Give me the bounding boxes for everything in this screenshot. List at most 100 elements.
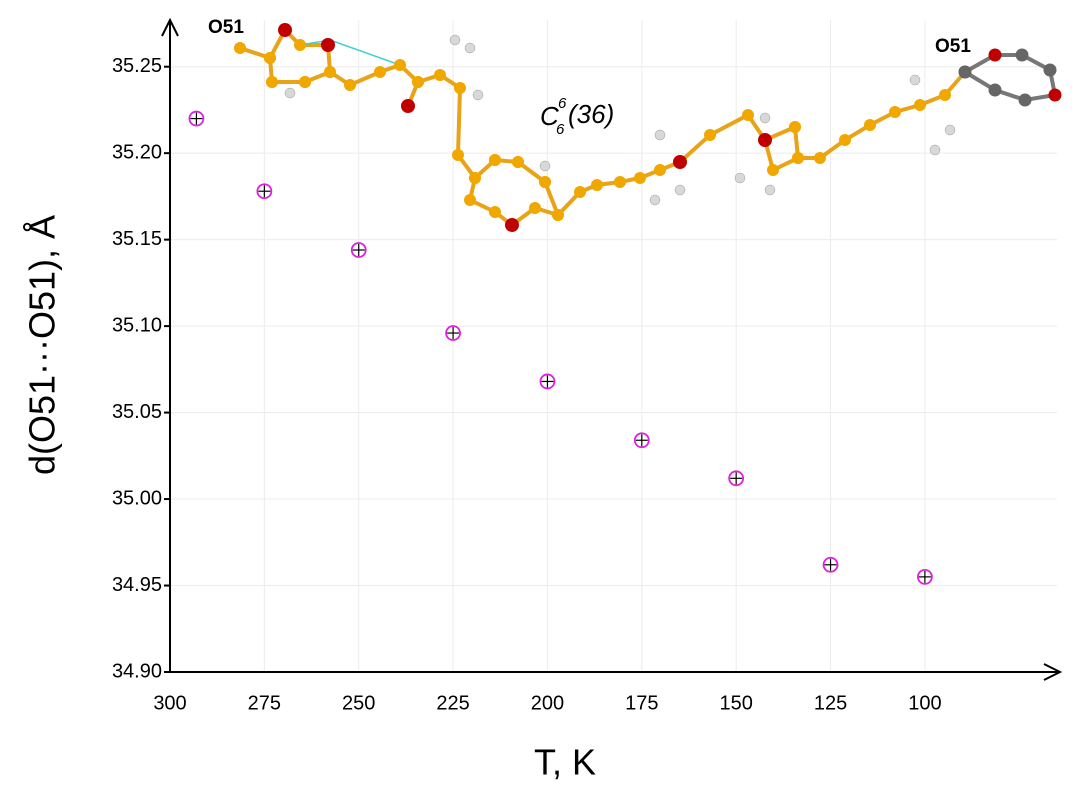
atom	[294, 39, 306, 51]
annotation: O51	[935, 36, 971, 57]
atom	[742, 109, 754, 121]
atom	[1016, 49, 1029, 62]
atom	[266, 76, 278, 88]
atom	[1019, 94, 1032, 107]
y-tick-label: 35.05	[112, 401, 162, 423]
atom	[839, 134, 851, 146]
x-axis-label: T, K	[534, 742, 596, 783]
atom	[945, 125, 955, 135]
y-tick-label: 34.90	[112, 660, 162, 682]
atom	[675, 185, 685, 195]
atom	[1044, 64, 1057, 77]
atom	[889, 106, 901, 118]
atom	[344, 79, 356, 91]
atom	[529, 202, 541, 214]
atom	[591, 179, 603, 191]
point	[824, 558, 838, 572]
annotation: O51	[208, 17, 244, 38]
atom	[264, 52, 276, 64]
atom	[234, 42, 246, 54]
graph-set-superscript: 6	[558, 95, 567, 112]
y-axis	[162, 20, 178, 672]
atom	[465, 43, 475, 53]
y-axis-label: d(O51···O51), Å	[22, 215, 63, 475]
y-tick-label: 35.00	[112, 487, 162, 509]
atom	[469, 172, 481, 184]
atom	[655, 130, 665, 140]
y-tick-label: 35.20	[112, 141, 162, 163]
atom	[634, 172, 646, 184]
point	[635, 433, 649, 447]
x-axis	[170, 664, 1060, 680]
atom	[614, 176, 626, 188]
atom	[450, 35, 460, 45]
atom	[540, 161, 550, 171]
atom	[374, 66, 386, 78]
x-tick-label: 175	[625, 692, 658, 714]
x-tick-label: 200	[531, 692, 564, 714]
atom	[394, 59, 406, 71]
atom	[650, 195, 660, 205]
atom	[814, 152, 826, 164]
y-tick-label: 35.15	[112, 228, 162, 250]
atom	[989, 84, 1002, 97]
point	[729, 471, 743, 485]
atom	[412, 76, 424, 88]
atom	[760, 113, 770, 123]
atom	[452, 149, 464, 161]
atom	[654, 164, 666, 176]
atom	[673, 155, 687, 169]
atom	[278, 23, 292, 37]
atom	[765, 185, 775, 195]
x-tick-label: 225	[436, 692, 469, 714]
x-tick-label: 125	[814, 692, 847, 714]
point	[918, 570, 932, 584]
x-tick-label: 100	[908, 692, 941, 714]
atom	[464, 194, 476, 206]
atom	[989, 49, 1002, 62]
atom	[539, 176, 551, 188]
x-tick-label: 275	[248, 692, 281, 714]
y-tick-label: 34.95	[112, 574, 162, 596]
atom	[574, 186, 586, 198]
atom	[454, 82, 466, 94]
atom	[434, 69, 446, 81]
atom	[864, 119, 876, 131]
point	[189, 112, 203, 126]
atom	[401, 99, 415, 113]
atom	[489, 206, 501, 218]
point	[446, 326, 460, 340]
atom	[324, 66, 336, 78]
point	[540, 374, 554, 388]
atom	[758, 133, 772, 147]
point	[257, 184, 271, 198]
y-tick-label: 35.25	[112, 55, 162, 77]
atom	[930, 145, 940, 155]
atom	[285, 88, 295, 98]
atom	[735, 173, 745, 183]
graph-set-subscript: 6	[556, 121, 565, 138]
x-tick-label: 250	[342, 692, 375, 714]
atom	[914, 99, 926, 111]
graph-set-size: (36)	[568, 99, 614, 129]
point	[352, 243, 366, 257]
bond	[965, 55, 1055, 100]
atom	[789, 121, 801, 133]
atom	[321, 38, 335, 52]
atom	[505, 218, 519, 232]
x-tick-label: 300	[153, 692, 186, 714]
atom	[910, 75, 920, 85]
atom	[1049, 89, 1062, 102]
atom	[552, 209, 564, 221]
atom	[792, 152, 804, 164]
atom	[489, 154, 501, 166]
chart: T, K d(O51···O51), Å O51 O51 C 6 6 (36) …	[0, 0, 1075, 787]
atom	[939, 89, 951, 101]
atom	[299, 76, 311, 88]
atom	[767, 164, 779, 176]
atom	[959, 66, 972, 79]
atom	[512, 156, 524, 168]
x-tick-label: 150	[719, 692, 752, 714]
points	[189, 112, 931, 584]
atom	[473, 90, 483, 100]
